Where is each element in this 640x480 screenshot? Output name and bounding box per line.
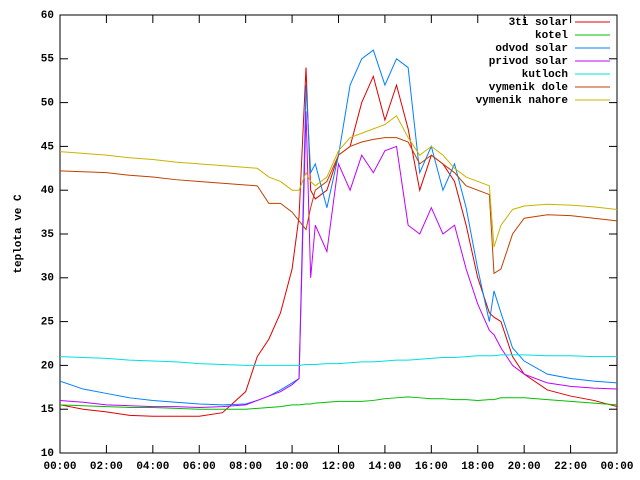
y-axis-label: teplota ve C xyxy=(13,194,25,274)
legend-label: 3ti solar xyxy=(509,17,568,29)
series-line xyxy=(59,396,618,410)
x-tick-label: 00:00 xyxy=(600,461,633,473)
legend-label: kotel xyxy=(535,30,568,42)
x-tick-label: 14:00 xyxy=(368,461,401,473)
y-tick-label: 55 xyxy=(41,54,55,66)
x-tick-label: 00:00 xyxy=(43,461,76,473)
y-tick-label: 25 xyxy=(41,317,55,329)
legend-label: vymenik nahore xyxy=(476,95,569,107)
series-line xyxy=(59,49,618,406)
y-tick-label: 20 xyxy=(41,360,54,372)
x-tick-label: 18:00 xyxy=(461,461,494,473)
y-tick-label: 40 xyxy=(41,185,54,197)
series-line xyxy=(59,114,618,248)
x-tick-label: 22:00 xyxy=(554,461,587,473)
series-line xyxy=(59,111,618,408)
x-tick-label: 12:00 xyxy=(322,461,355,473)
x-tick-label: 04:00 xyxy=(136,461,169,473)
x-tick-label: 20:00 xyxy=(508,461,541,473)
y-tick-label: 50 xyxy=(41,98,54,110)
y-tick-label: 45 xyxy=(41,141,55,153)
legend-label: vymenik dole xyxy=(489,82,569,94)
series-line xyxy=(59,137,618,275)
x-tick-label: 02:00 xyxy=(90,461,123,473)
y-tick-label: 60 xyxy=(41,10,54,22)
y-tick-label: 15 xyxy=(41,404,55,416)
series-line xyxy=(59,354,617,366)
legend-label: kutloch xyxy=(522,69,568,81)
x-tick-label: 06:00 xyxy=(183,461,216,473)
legend-label: odvod solar xyxy=(495,43,568,55)
x-tick-label: 08:00 xyxy=(229,461,262,473)
y-tick-label: 10 xyxy=(41,448,54,460)
y-tick-label: 30 xyxy=(41,273,54,285)
x-tick-label: 16:00 xyxy=(415,461,448,473)
legend-label: privod solar xyxy=(489,56,568,68)
series-line xyxy=(59,67,618,417)
y-tick-label: 35 xyxy=(41,229,55,241)
x-tick-label: 10:00 xyxy=(276,461,309,473)
